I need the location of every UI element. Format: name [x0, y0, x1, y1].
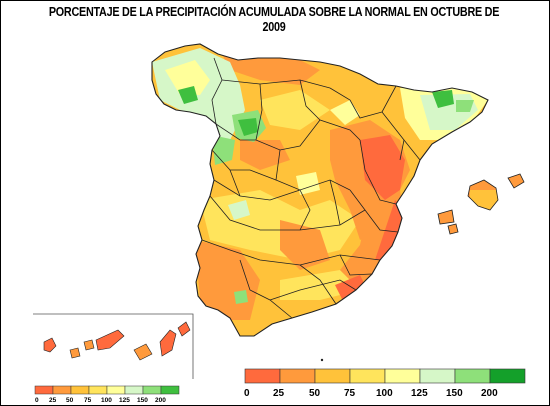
legend-label: 125 — [411, 388, 428, 399]
legend-swatch — [419, 368, 456, 384]
small-legend-swatch — [88, 385, 108, 395]
small-legend-label: 25 — [49, 397, 57, 404]
small-legend-label: 0 — [35, 397, 39, 404]
small-legend-swatch — [70, 385, 90, 395]
small-legend-swatch — [34, 385, 54, 395]
small-legend-label: 50 — [66, 397, 74, 404]
canary-islands-inset — [33, 313, 194, 379]
small-legend-label: 125 — [119, 397, 130, 404]
small-legend-swatch — [142, 385, 162, 395]
small-legend-label: 200 — [155, 397, 166, 404]
small-legend-swatch — [106, 385, 126, 395]
small-legend-label: 75 — [84, 397, 92, 404]
legend-swatch — [454, 368, 491, 384]
alboran-dot — [320, 358, 324, 362]
legend-label: 50 — [309, 388, 321, 399]
legend-label: 75 — [344, 388, 356, 399]
legend-label: 25 — [273, 388, 285, 399]
legend-label: 100 — [376, 388, 393, 399]
legend-swatch — [349, 368, 386, 384]
legend-swatch — [489, 368, 526, 384]
legend-swatch — [244, 368, 281, 384]
small-legend-label: 150 — [137, 397, 148, 404]
small-legend-swatch — [160, 385, 180, 395]
small-legend-swatch — [124, 385, 144, 395]
legend-label: 0 — [244, 388, 250, 399]
legend-label: 150 — [446, 388, 463, 399]
small-legend: 0 25 50 75 100 125 150 200 — [34, 385, 180, 404]
region-borders — [151, 43, 489, 337]
legend-swatch — [314, 368, 351, 384]
legend-swatch — [279, 368, 316, 384]
small-legend-label: 100 — [101, 397, 112, 404]
map-title: PORCENTAJE DE LA PRECIPITACIÓN ACUMULADA… — [48, 4, 500, 34]
balearic-islands — [437, 173, 525, 235]
legend-label: 200 — [481, 388, 498, 399]
small-legend-swatch — [52, 385, 72, 395]
main-legend: 0 25 50 75 100 125 150 200 — [244, 368, 526, 399]
legend-swatch — [384, 368, 421, 384]
